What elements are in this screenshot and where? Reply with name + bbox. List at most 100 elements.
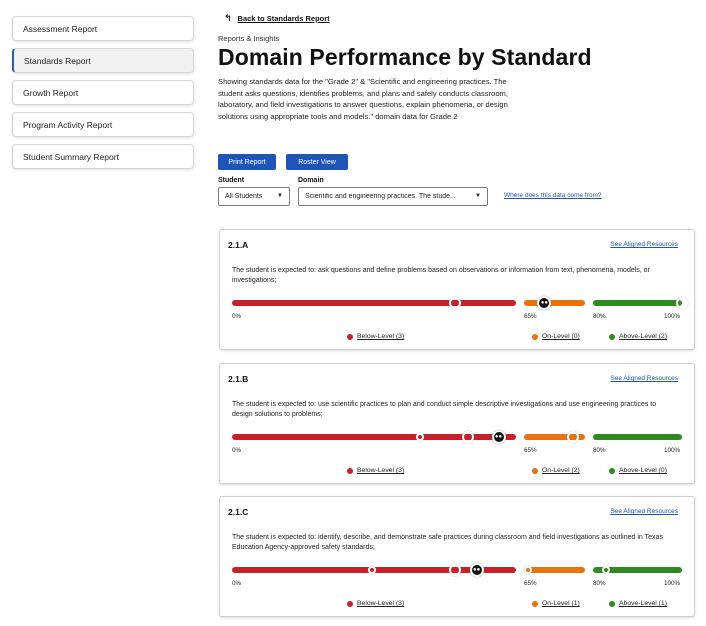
standard-id: 2.1.C — [228, 507, 249, 517]
legend-label: On-Level (2) — [542, 467, 580, 474]
standard-description: The student is expected to: ask question… — [232, 267, 650, 284]
page-description: Showing standards data for the "Grade 2"… — [218, 77, 508, 121]
legend-on-level[interactable]: On-Level (1) — [532, 600, 580, 607]
standard-id: 2.1.A — [228, 240, 249, 250]
legend-below-level[interactable]: Below-Level (3) — [347, 600, 404, 607]
legend-on-level[interactable]: On-Level (0) — [532, 333, 580, 340]
class-average-marker-icon[interactable]: ●● — [491, 430, 506, 444]
see-aligned-resources-link[interactable]: See Aligned Resources — [610, 241, 678, 248]
performance-track: ●● — [232, 563, 682, 577]
student-score-dot[interactable] — [367, 566, 376, 574]
legend-above-level[interactable]: Above-Level (1) — [609, 600, 667, 607]
legend-label: Below-Level (3) — [357, 600, 405, 607]
tick-80: 80% — [593, 447, 606, 454]
caret-down-icon: ▼ — [277, 193, 283, 199]
legend-above-level[interactable]: Above-Level (0) — [609, 467, 667, 474]
student-score-dot[interactable] — [566, 431, 579, 443]
legend-dot-icon — [609, 467, 615, 474]
legend-label: Below-Level (3) — [357, 467, 405, 474]
student-score-dot[interactable] — [448, 564, 461, 576]
see-aligned-resources-link[interactable]: See Aligned Resources — [610, 375, 678, 382]
below-level-range — [232, 300, 516, 306]
domain-select[interactable]: Scientific and engineering practices. Th… — [298, 187, 488, 206]
domain-filter-label: Domain — [298, 177, 324, 184]
back-link[interactable]: ↰ Back to Standards Report — [224, 13, 330, 24]
above-level-range — [593, 567, 682, 573]
see-aligned-resources-link[interactable]: See Aligned Resources — [610, 508, 678, 515]
report-sidebar: Assessment Report Standards Report Growt… — [12, 16, 194, 176]
legend-label: Below-Level (3) — [357, 333, 405, 340]
legend-dot-icon — [347, 333, 353, 340]
student-score-dot[interactable] — [602, 566, 611, 574]
legend-label: Above-Level (1) — [619, 600, 667, 607]
roster-view-button[interactable]: Roster View — [286, 154, 348, 170]
legend-dot-icon — [532, 467, 538, 474]
sidebar-item-label: Student Summary Report — [23, 151, 119, 162]
student-score-dot[interactable] — [524, 566, 533, 574]
tick-80: 80% — [593, 313, 606, 320]
standard-description: The student is expected to: identify, de… — [232, 534, 663, 551]
standard-description: The student is expected to: use scientif… — [232, 401, 657, 418]
legend-below-level[interactable]: Below-Level (3) — [347, 333, 404, 340]
on-level-range — [524, 434, 585, 440]
student-select-value: All Students — [225, 193, 263, 200]
tick-0: 0% — [232, 580, 242, 587]
legend-dot-icon — [609, 333, 615, 340]
above-level-range — [593, 434, 682, 440]
performance-track: ●● — [232, 296, 688, 310]
sidebar-item-assessment-report[interactable]: Assessment Report — [12, 16, 194, 41]
legend-above-level[interactable]: Above-Level (2) — [609, 333, 667, 340]
above-level-range — [593, 300, 682, 306]
sidebar-item-program-activity-report[interactable]: Program Activity Report — [12, 112, 194, 137]
level-legend: Below-Level (3) On-Level (0) Above-Level (… — [220, 333, 696, 343]
legend-dot-icon — [347, 467, 353, 474]
legend-below-level[interactable]: Below-Level (3) — [347, 467, 404, 474]
sidebar-item-label: Growth Report — [23, 87, 79, 98]
student-score-dot[interactable] — [415, 433, 424, 441]
tick-65: 65% — [524, 580, 537, 587]
legend-label: Above-Level (0) — [619, 467, 667, 474]
scale-ticks: 0% 65% 80% 100% — [232, 447, 682, 456]
sidebar-item-standards-report[interactable]: Standards Report — [12, 48, 194, 73]
tick-80: 80% — [593, 580, 606, 587]
performance-track: ●● — [232, 430, 682, 444]
student-score-dot[interactable] — [448, 297, 461, 309]
tick-0: 0% — [232, 313, 242, 320]
on-level-range — [524, 300, 585, 306]
legend-dot-icon — [532, 600, 538, 607]
tick-0: 0% — [232, 447, 242, 454]
legend-dot-icon — [609, 600, 615, 607]
standard-card: 2.1.B See Aligned Resources The student is… — [219, 363, 695, 484]
legend-label: On-Level (0) — [542, 333, 580, 340]
scale-ticks: 0% 65% 80% 100% — [232, 580, 682, 589]
sidebar-item-student-summary-report[interactable]: Student Summary Report — [12, 144, 194, 169]
below-level-range — [232, 434, 516, 440]
scale-ticks: 0% 65% 80% 100% — [232, 313, 682, 322]
on-level-range — [524, 567, 585, 573]
sidebar-item-label: Standards Report — [24, 55, 91, 66]
student-select[interactable]: All Students ▼ — [218, 187, 290, 206]
data-source-link[interactable]: Where does this data come from? — [504, 192, 602, 199]
legend-label: Above-Level (2) — [619, 333, 667, 340]
back-link-label: Back to Standards Report — [237, 14, 330, 23]
student-score-dot[interactable] — [676, 297, 688, 309]
tick-65: 65% — [524, 447, 537, 454]
sidebar-item-label: Program Activity Report — [23, 119, 113, 130]
sidebar-item-growth-report[interactable]: Growth Report — [12, 80, 194, 105]
tick-65: 65% — [524, 313, 537, 320]
student-score-dot[interactable] — [461, 431, 474, 443]
class-average-marker-icon[interactable]: ●● — [537, 296, 552, 310]
legend-on-level[interactable]: On-Level (2) — [532, 467, 580, 474]
standard-id: 2.1.B — [228, 374, 249, 384]
legend-label: On-Level (1) — [542, 600, 580, 607]
tick-100: 100% — [664, 447, 681, 454]
page-title: Domain Performance by Standard — [218, 44, 592, 70]
level-legend: Below-Level (3) On-Level (1) Above-Level (… — [220, 600, 696, 610]
legend-dot-icon — [532, 333, 538, 340]
sidebar-item-label: Assessment Report — [23, 23, 98, 34]
breadcrumb: Reports & Insights — [218, 34, 280, 43]
tick-100: 100% — [664, 580, 681, 587]
print-report-button[interactable]: Print Report — [218, 154, 276, 170]
class-average-marker-icon[interactable]: ●● — [469, 563, 484, 577]
tick-100: 100% — [664, 313, 681, 320]
